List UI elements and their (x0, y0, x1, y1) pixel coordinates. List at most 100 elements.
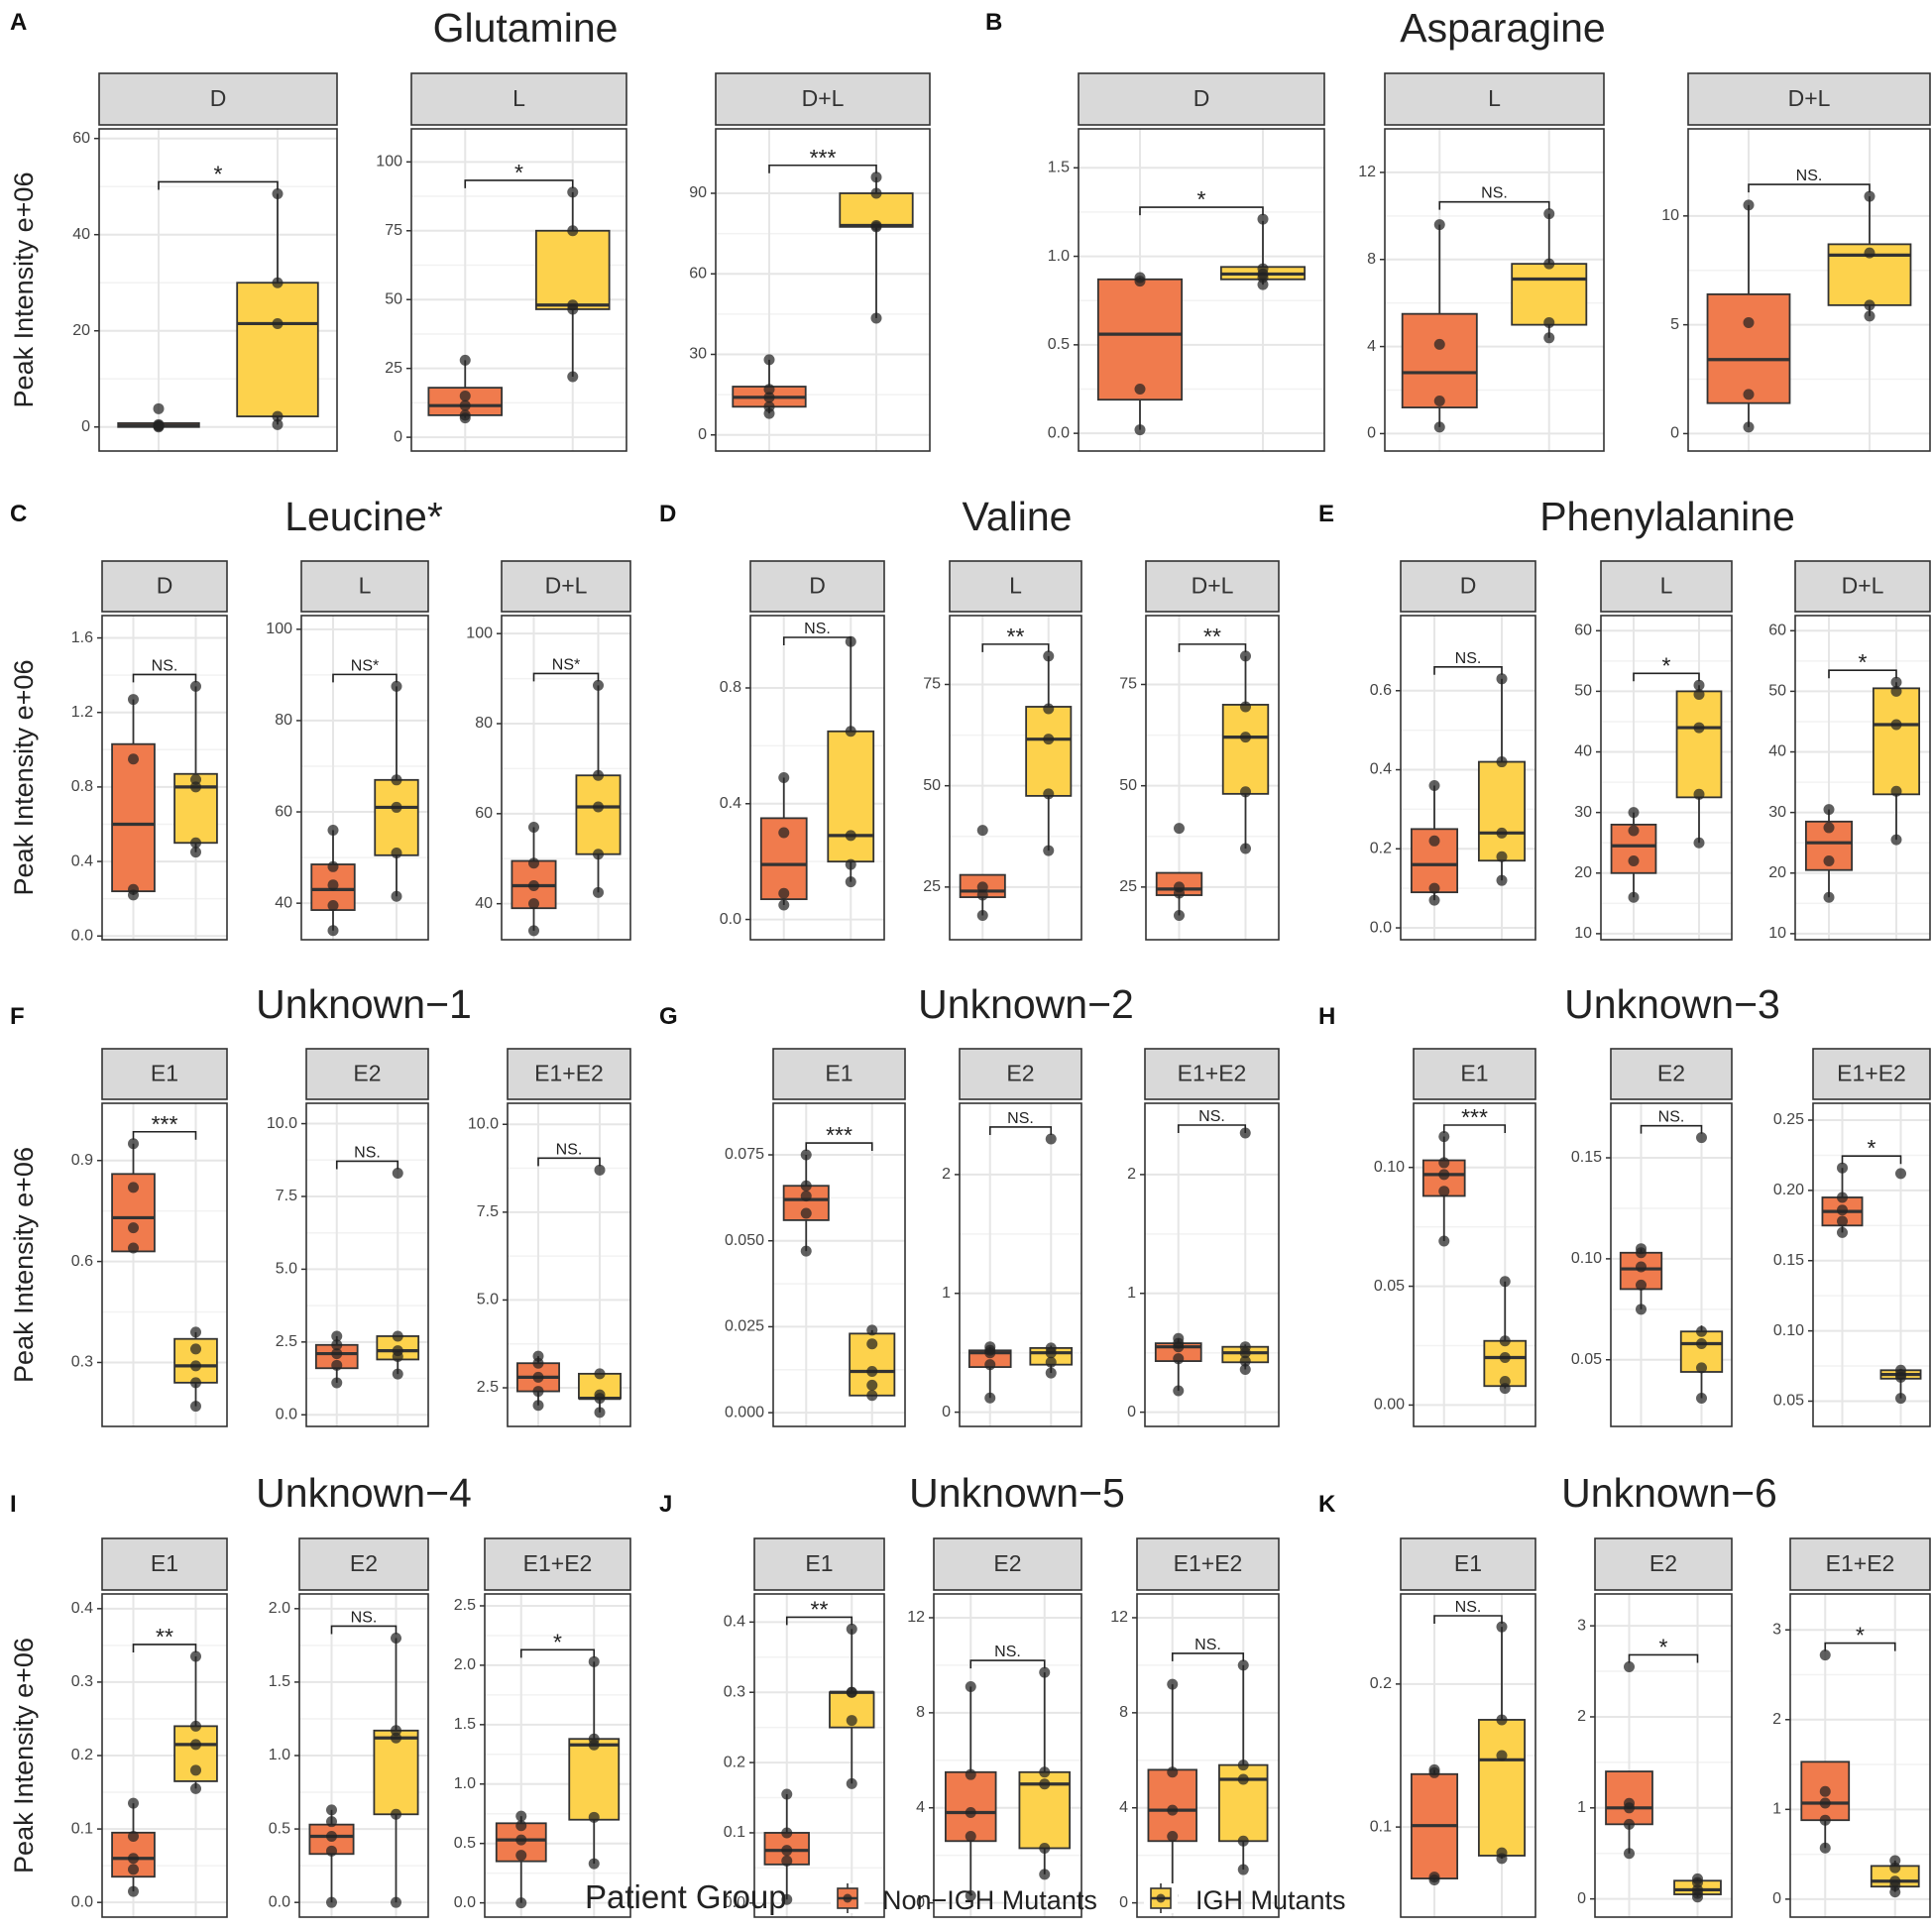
panel-title: Phenylalanine (1539, 494, 1795, 539)
bracket-line (1442, 1124, 1507, 1133)
facet-G-E1+E2: E1+E2 0 1 2 NS. (1127, 1048, 1280, 1427)
data-point (1864, 299, 1875, 311)
panel-title: Unknown−6 (1561, 1470, 1777, 1516)
box-igh (376, 1167, 420, 1380)
facet-strip-label: L (512, 85, 525, 111)
box-non-igh (1804, 804, 1854, 903)
data-point (1428, 835, 1440, 847)
y-tick-label: 4 (916, 1799, 925, 1816)
data-point (593, 801, 604, 813)
data-point (1693, 722, 1705, 734)
data-point (763, 354, 775, 366)
data-point (1696, 1392, 1707, 1404)
significance-label: NS. (994, 1644, 1021, 1660)
panel-letter: K (1318, 1491, 1336, 1518)
y-tick-label: 2.0 (454, 1656, 476, 1673)
data-point (1039, 1778, 1051, 1790)
box-igh (1025, 650, 1073, 856)
box-igh (568, 1655, 621, 1870)
data-point (190, 1764, 201, 1776)
box-body (575, 774, 622, 855)
panel-border (1812, 1102, 1931, 1427)
box-igh (1870, 1855, 1920, 1898)
data-point (1692, 1873, 1703, 1884)
y-tick-label: 0.6 (71, 1253, 93, 1270)
facet-strip (305, 1048, 429, 1100)
y-tick-label: 25 (385, 360, 402, 377)
data-point (1433, 421, 1445, 433)
bracket-line (1633, 672, 1700, 682)
panel-title: Unknown−3 (1564, 981, 1780, 1027)
data-point (1496, 1750, 1508, 1761)
data-point (1499, 1375, 1511, 1387)
data-point (1438, 1235, 1450, 1247)
box-body (945, 1770, 997, 1843)
box-igh (1673, 1873, 1722, 1903)
y-tick-label: 0.075 (725, 1146, 764, 1163)
y-tick-label: 0.8 (720, 679, 741, 696)
data-point (870, 187, 882, 199)
data-point (326, 1896, 337, 1908)
facet-J-E1: E1 0.0 0.1 0.2 0.3 0.4 ** (724, 1537, 885, 1918)
data-point (326, 1804, 337, 1816)
facet-J-E2: E2 0 4 8 12 NS. (907, 1537, 1082, 1918)
data-point (846, 1623, 857, 1635)
box-igh (1675, 679, 1723, 849)
panel-letter: F (10, 1003, 25, 1030)
data-point (459, 390, 471, 401)
bracket-line (1640, 1124, 1703, 1134)
data-point (1890, 719, 1902, 731)
data-point (532, 1400, 544, 1412)
facet-strip (753, 1537, 885, 1591)
data-point (1173, 1332, 1185, 1344)
data-point (1890, 834, 1902, 846)
y-tick-label: 40 (1574, 743, 1592, 760)
y-tick-label: 12 (1110, 1609, 1128, 1626)
data-point (128, 1885, 139, 1897)
data-point (1237, 1659, 1249, 1671)
data-point (1636, 1279, 1647, 1291)
data-point (1496, 874, 1508, 886)
box-body (534, 229, 611, 310)
significance-bracket: NS* (532, 656, 600, 682)
significance-label: * (1662, 652, 1671, 678)
data-point (327, 824, 339, 836)
box-non-igh (1619, 1243, 1663, 1315)
data-point (1173, 1353, 1185, 1365)
data-point (1433, 395, 1445, 406)
data-point (1438, 1169, 1450, 1181)
significance-bracket: *** (1442, 1104, 1507, 1133)
box-non-igh (959, 825, 1006, 921)
data-point (1819, 1797, 1831, 1809)
data-point (128, 883, 139, 895)
facet-strip (715, 72, 931, 126)
box-body (1401, 312, 1478, 408)
y-tick-label: 0 (1119, 1894, 1128, 1911)
data-point (128, 1242, 139, 1254)
y-tick-label: 8 (1119, 1704, 1128, 1721)
panel-title: Unknown−2 (918, 981, 1134, 1027)
data-point (1240, 650, 1251, 662)
data-point (778, 827, 790, 839)
data-point (515, 1820, 527, 1832)
data-point (1628, 891, 1640, 903)
y-tick-label: 7.5 (477, 1203, 499, 1220)
data-point (1837, 1204, 1848, 1216)
y-tick-label: 50 (1574, 683, 1592, 700)
y-tick-label: 5 (1670, 316, 1679, 333)
data-point (331, 1348, 343, 1360)
facet-F-E1+E2: E1+E2 2.5 5.0 7.5 10.0 NS. (468, 1048, 631, 1427)
facet-strip-label: L (1009, 573, 1022, 599)
box-igh (1219, 213, 1307, 290)
box-igh (1221, 1127, 1270, 1375)
y-tick-label: 0 (81, 418, 90, 435)
box-igh (1018, 1666, 1071, 1880)
data-point (272, 187, 284, 199)
significance-bracket: * (1824, 1623, 1896, 1651)
y-tick-label: 0.3 (71, 1673, 93, 1690)
facet-strip-label: D (1460, 573, 1477, 599)
data-point (1433, 219, 1445, 231)
data-point (1496, 1847, 1508, 1859)
y-tick-label: 12 (907, 1609, 925, 1626)
significance-label: * (1197, 186, 1206, 212)
